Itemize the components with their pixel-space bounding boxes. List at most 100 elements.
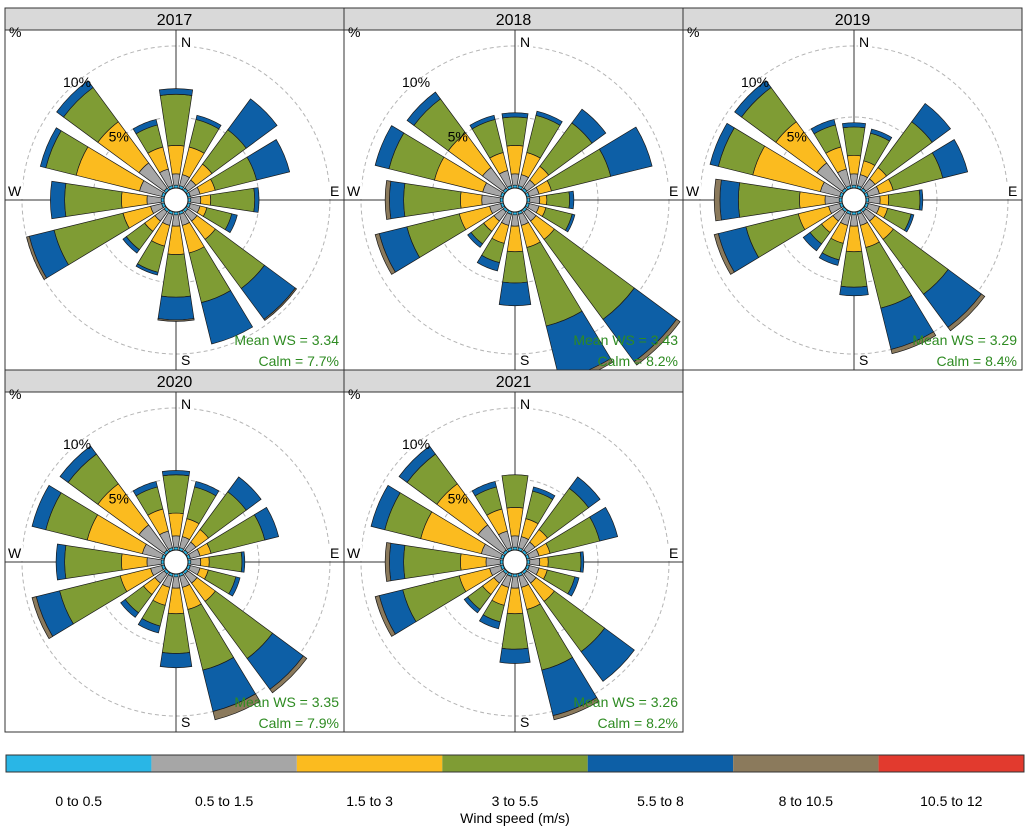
north-label: N bbox=[181, 396, 191, 412]
wedge-ESE bbox=[863, 202, 915, 233]
east-label-bg bbox=[328, 545, 342, 561]
key-swatch-0 bbox=[6, 755, 152, 772]
wedge-SSW bbox=[818, 209, 852, 266]
segment-NNE-bin4 bbox=[194, 481, 220, 497]
calm-circle bbox=[502, 187, 528, 213]
panel-title: 2018 bbox=[496, 12, 532, 29]
wedge-ESE bbox=[185, 564, 241, 597]
east-label: E bbox=[669, 545, 678, 561]
segment-NNE-bin4 bbox=[870, 128, 893, 142]
wedge-NNE bbox=[856, 128, 893, 191]
wedge-SW bbox=[122, 206, 170, 254]
segment-S-bin4 bbox=[498, 281, 532, 307]
wedge-ENE bbox=[863, 139, 969, 198]
segment-SW-bin4 bbox=[463, 596, 481, 614]
segment-WNW-bin4 bbox=[709, 122, 735, 167]
south-label: S bbox=[520, 352, 529, 368]
wedge-S bbox=[159, 573, 193, 669]
north-label: N bbox=[520, 396, 530, 412]
wedge-NW bbox=[59, 445, 170, 556]
segment-SSW-bin4 bbox=[135, 263, 159, 276]
wedge-NNE bbox=[178, 481, 220, 553]
segment-N-bin4 bbox=[501, 112, 529, 119]
segment-NE-bin4 bbox=[227, 476, 262, 511]
wedge-ESE bbox=[524, 202, 576, 233]
calm-circle bbox=[163, 549, 189, 575]
segment-ESE-bin4 bbox=[228, 576, 241, 597]
wedge-NW bbox=[398, 445, 509, 556]
segment-WNW-bin4 bbox=[39, 127, 62, 169]
segment-W-bin5 bbox=[384, 542, 392, 582]
wedge-WSW bbox=[374, 202, 506, 275]
segment-ENE-bin4 bbox=[253, 506, 280, 541]
segment-WSW-bin5 bbox=[374, 233, 396, 275]
segment-E-bin2 bbox=[879, 194, 890, 206]
windrose-panel-2017: 2017 N S E W% 5% 10% Mean WS = 3.34 Calm = 7.7% bbox=[4, 7, 345, 371]
segment-N-bin1 bbox=[171, 535, 181, 548]
wedge-S bbox=[499, 573, 531, 664]
east-label: E bbox=[330, 545, 339, 561]
segment-S-bin4 bbox=[499, 647, 531, 664]
segment-WNW-bin4 bbox=[31, 484, 62, 531]
mean-ws-label: Mean WS = 3.34 bbox=[234, 332, 339, 348]
west-label: W bbox=[347, 183, 361, 199]
wedge-WNW bbox=[709, 122, 845, 198]
north-label: N bbox=[181, 34, 191, 50]
corner-percent-label: % bbox=[9, 386, 21, 402]
wedge-N bbox=[842, 122, 866, 189]
north-label-bg bbox=[180, 32, 194, 50]
ring-label-10: 10% bbox=[63, 436, 91, 452]
wedge-WNW bbox=[31, 484, 167, 560]
segment-NNW-bin4 bbox=[469, 114, 496, 130]
key-swatch-4 bbox=[587, 755, 734, 772]
segment-N-bin3 bbox=[842, 126, 866, 157]
key-swatch-6 bbox=[878, 755, 1024, 772]
segment-S-bin4 bbox=[159, 652, 193, 669]
wedge-S bbox=[839, 211, 869, 297]
segment-N-bin4 bbox=[842, 122, 866, 129]
south-label: S bbox=[181, 714, 190, 730]
ring-label-10: 10% bbox=[63, 74, 91, 90]
segment-E-bin2 bbox=[200, 194, 212, 206]
segment-SSW-bin4 bbox=[137, 617, 161, 634]
wedge-SSE bbox=[517, 209, 614, 385]
segment-S-bin1 bbox=[510, 576, 520, 589]
calm-circle bbox=[502, 549, 528, 575]
segment-SSE-bin5 bbox=[890, 331, 937, 355]
wedge-E bbox=[865, 189, 924, 211]
segment-SW-bin4 bbox=[802, 231, 823, 252]
ring-label-10: 10% bbox=[402, 436, 430, 452]
calm-label: Calm = 7.7% bbox=[258, 353, 339, 369]
segment-ENE-bin4 bbox=[246, 139, 291, 181]
key-label-0: 0 to 0.5 bbox=[55, 793, 102, 809]
wedge-E bbox=[526, 551, 585, 573]
key-label-2: 1.5 to 3 bbox=[346, 793, 393, 809]
segment-SE-bin5 bbox=[263, 287, 298, 322]
segment-SSW-bin4 bbox=[478, 614, 501, 630]
wedge-W bbox=[384, 180, 504, 220]
calm-label: Calm = 8.2% bbox=[597, 353, 678, 369]
segment-E-bin4 bbox=[579, 551, 585, 573]
wedge-NNE bbox=[178, 114, 222, 191]
panel-title: 2017 bbox=[157, 12, 193, 29]
wedge-W bbox=[55, 543, 165, 581]
key-swatch-3 bbox=[442, 755, 588, 772]
panel-title: 2020 bbox=[157, 374, 193, 391]
wedge-SW bbox=[802, 206, 848, 252]
wedge-SE bbox=[521, 206, 681, 366]
segment-N-bin2 bbox=[846, 154, 862, 175]
segment-SSE-bin5 bbox=[212, 693, 261, 721]
calm-circle bbox=[841, 187, 867, 213]
wedge-ENE bbox=[524, 126, 653, 198]
wedge-NNW bbox=[469, 114, 513, 191]
south-label: S bbox=[181, 352, 190, 368]
segment-E-bin4 bbox=[568, 190, 575, 210]
segment-SW-bin4 bbox=[120, 598, 140, 618]
north-label: N bbox=[859, 34, 869, 50]
south-label: S bbox=[859, 352, 868, 368]
wedge-NNE bbox=[517, 110, 563, 191]
segment-E-bin2 bbox=[539, 556, 549, 568]
segment-E-bin1 bbox=[529, 195, 541, 205]
wedge-W bbox=[713, 178, 843, 222]
wedge-NE bbox=[182, 98, 278, 194]
